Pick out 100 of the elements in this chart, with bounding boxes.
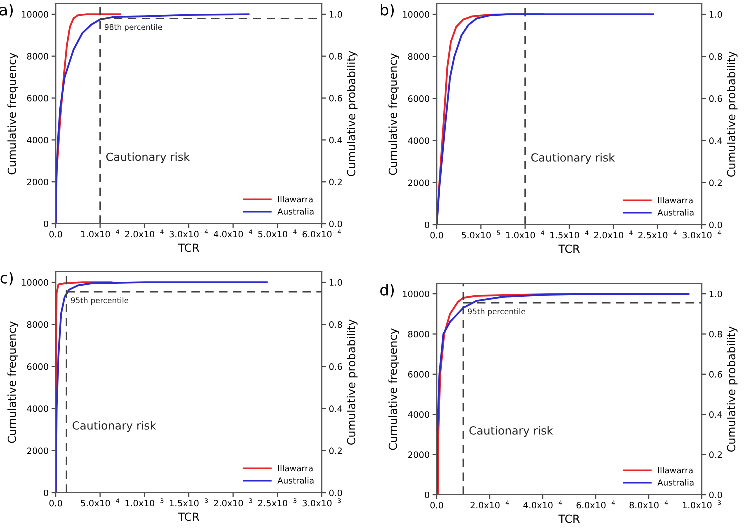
y-tick-label: 10000 bbox=[22, 279, 48, 286]
chart-title: b) bbox=[381, 4, 394, 18]
y2-axis-title: Cumulative probability bbox=[347, 51, 358, 176]
y2-tick-label: 0.6 bbox=[710, 371, 722, 378]
y-tick-label: 6000 bbox=[408, 371, 430, 378]
y2-tick-label: 0.8 bbox=[710, 53, 722, 60]
x-tick-label: 5.0x10$^{−4}$ bbox=[258, 230, 297, 238]
y-tick-label: 0 bbox=[425, 222, 430, 228]
y-tick-label: 8000 bbox=[27, 321, 48, 328]
x-tick-label: 3.0x10$^{−3}$ bbox=[302, 498, 342, 507]
y-tick-label: 4000 bbox=[408, 411, 430, 418]
y2-tick-label: 1.0 bbox=[330, 11, 342, 18]
legend-label: Illawarra bbox=[658, 467, 693, 474]
x-tick-label: 5.0x10$^{−4}$ bbox=[81, 498, 120, 507]
x-tick-label: 0.0 bbox=[430, 232, 444, 239]
ref-line-label: Cautionary risk bbox=[106, 152, 190, 164]
x-axis-title: TCR bbox=[558, 514, 580, 524]
x-tick-label: 6.0x10$^{−4}$ bbox=[576, 500, 616, 509]
y2-tick-label: 0.4 bbox=[330, 137, 342, 144]
y2-tick-label: 0.8 bbox=[710, 331, 722, 338]
x-tick-label: 5.0x10$^{−5}$ bbox=[462, 230, 500, 239]
x-tick-label: 3.0x10$^{−4}$ bbox=[170, 230, 208, 238]
legend-label: Australia bbox=[658, 479, 694, 486]
x-tick-label: 0.0 bbox=[50, 500, 62, 507]
ref-line-label: Cautionary risk bbox=[72, 421, 156, 432]
x-tick-label: 1.5x10$^{−3}$ bbox=[170, 498, 208, 507]
y2-tick-label: 0.2 bbox=[330, 448, 342, 454]
x-tick-label: 1.0x10$^{−3}$ bbox=[683, 500, 722, 509]
x-axis-title: TCR bbox=[178, 512, 200, 522]
ref-line-label: Cautionary risk bbox=[470, 426, 554, 438]
y2-tick-label: 0.8 bbox=[330, 321, 342, 328]
chart-title: a) bbox=[0, 4, 14, 18]
y2-tick-label: 0.6 bbox=[330, 364, 342, 370]
y-tick-label: 4000 bbox=[27, 137, 48, 144]
y2-tick-label: 0.8 bbox=[330, 53, 342, 60]
x-tick-label: 2.5x10$^{−3}$ bbox=[258, 498, 297, 507]
x-tick-label: 2.0x10$^{−4}$ bbox=[470, 500, 510, 509]
legend-label: Illawarra bbox=[278, 196, 313, 203]
y2-tick-label: 0.0 bbox=[710, 492, 722, 498]
x-tick-label: 2.0x10$^{−4}$ bbox=[594, 230, 633, 239]
y-axis-title: Cumulative frequency bbox=[8, 52, 18, 175]
y-axis-title: Cumulative frequency bbox=[388, 328, 400, 450]
y2-tick-label: 0.6 bbox=[710, 96, 722, 102]
y2-tick-label: 0.2 bbox=[710, 452, 722, 458]
x-tick-label: 0.0 bbox=[50, 231, 62, 238]
y2-axis-title: Cumulative probability bbox=[727, 52, 738, 177]
y-tick-label: 2000 bbox=[27, 448, 48, 454]
y-tick-label: 0 bbox=[44, 490, 48, 496]
y-tick-label: 10000 bbox=[403, 11, 430, 18]
legend-label: Illawarra bbox=[658, 197, 693, 204]
y2-tick-label: 0.4 bbox=[330, 406, 342, 412]
y2-tick-label: 0.2 bbox=[710, 180, 722, 186]
y-tick-label: 6000 bbox=[27, 364, 48, 370]
y-tick-label: 8000 bbox=[408, 331, 430, 338]
y2-tick-label: 0.2 bbox=[330, 178, 342, 186]
y-tick-label: 8000 bbox=[27, 53, 48, 60]
y2-axis-title: Cumulative probability bbox=[347, 320, 358, 445]
chart-title: d) bbox=[380, 284, 394, 298]
ref-line-label: Cautionary risk bbox=[532, 153, 616, 164]
y-axis-title: Cumulative frequency bbox=[388, 53, 400, 176]
y2-tick-label: 1.0 bbox=[330, 279, 342, 286]
x-tick-label: 0.0 bbox=[430, 502, 444, 509]
y-tick-label: 10000 bbox=[403, 290, 430, 298]
x-tick-label: 3.0x10$^{−4}$ bbox=[682, 230, 722, 239]
x-tick-label: 4.0x10$^{−4}$ bbox=[214, 230, 253, 238]
line-series bbox=[56, 14, 250, 224]
x-tick-label: 1.0x10$^{−4}$ bbox=[506, 230, 545, 239]
y-tick-label: 6000 bbox=[27, 95, 48, 102]
chart-title: c) bbox=[0, 272, 14, 286]
y2-tick-label: 1.0 bbox=[710, 11, 722, 18]
y-axis-title: Cumulative frequency bbox=[8, 321, 18, 444]
y-tick-label: 4000 bbox=[27, 406, 48, 412]
y2-tick-label: 0.4 bbox=[710, 138, 722, 144]
x-tick-label: 8.0x10$^{−4}$ bbox=[630, 500, 668, 509]
x-axis-title: TCR bbox=[178, 244, 200, 252]
x-tick-label: 2.0x10$^{−4}$ bbox=[125, 230, 164, 238]
x-tick-label: 4.0x10$^{−4}$ bbox=[524, 500, 562, 509]
y2-tick-label: 0.0 bbox=[330, 490, 342, 496]
x-tick-label: 1.5x10$^{−4}$ bbox=[550, 230, 589, 239]
y-tick-label: 8000 bbox=[408, 53, 430, 60]
legend-label: Australia bbox=[278, 477, 314, 484]
x-tick-label: 1.0x10$^{−4}$ bbox=[81, 230, 120, 238]
y2-tick-label: 1.0 bbox=[710, 290, 722, 298]
x-tick-label: 1.0x10$^{−3}$ bbox=[126, 498, 164, 507]
y-tick-label: 2000 bbox=[27, 178, 48, 186]
x-tick-label: 2.0x10$^{−3}$ bbox=[214, 498, 252, 507]
y2-axis-title: Cumulative probability bbox=[727, 326, 738, 452]
y2-tick-label: 0.6 bbox=[330, 95, 342, 102]
y-tick-label: 6000 bbox=[408, 96, 430, 102]
line-series bbox=[56, 282, 268, 493]
x-axis-title: TCR bbox=[558, 244, 580, 254]
y-tick-label: 0 bbox=[425, 492, 430, 498]
x-tick-label: 2.5x10$^{−4}$ bbox=[638, 230, 678, 239]
y2-tick-label: 0.0 bbox=[710, 222, 722, 228]
y-tick-label: 0 bbox=[44, 220, 48, 228]
y-tick-label: 2000 bbox=[408, 180, 430, 186]
y2-tick-label: 0.0 bbox=[330, 220, 342, 228]
legend-label: Australia bbox=[658, 209, 694, 216]
y-tick-label: 4000 bbox=[408, 138, 430, 144]
line-series bbox=[437, 14, 654, 225]
